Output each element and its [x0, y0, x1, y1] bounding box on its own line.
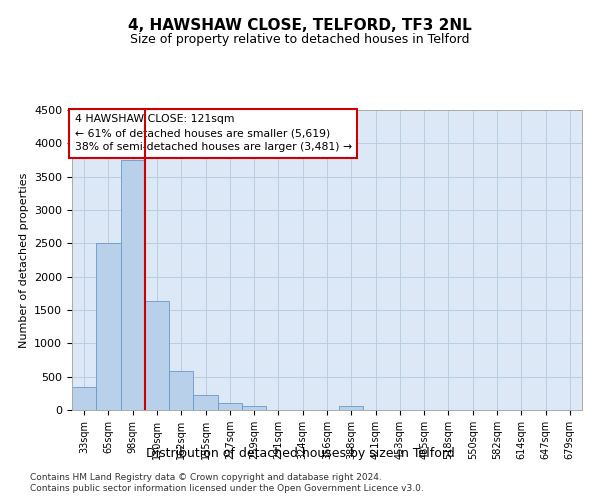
Bar	[339, 406, 364, 410]
Bar	[193, 396, 218, 410]
Bar	[242, 406, 266, 410]
Text: Contains public sector information licensed under the Open Government Licence v3: Contains public sector information licen…	[30, 484, 424, 493]
Text: Distribution of detached houses by size in Telford: Distribution of detached houses by size …	[146, 448, 454, 460]
Bar	[72, 386, 96, 410]
Text: Size of property relative to detached houses in Telford: Size of property relative to detached ho…	[130, 32, 470, 46]
Bar	[169, 370, 193, 410]
Text: Contains HM Land Registry data © Crown copyright and database right 2024.: Contains HM Land Registry data © Crown c…	[30, 472, 382, 482]
Bar	[96, 244, 121, 410]
Text: 4 HAWSHAW CLOSE: 121sqm
← 61% of detached houses are smaller (5,619)
38% of semi: 4 HAWSHAW CLOSE: 121sqm ← 61% of detache…	[74, 114, 352, 152]
Bar	[218, 404, 242, 410]
Text: 4, HAWSHAW CLOSE, TELFORD, TF3 2NL: 4, HAWSHAW CLOSE, TELFORD, TF3 2NL	[128, 18, 472, 32]
Y-axis label: Number of detached properties: Number of detached properties	[19, 172, 29, 348]
Bar	[121, 160, 145, 410]
Bar	[145, 300, 169, 410]
